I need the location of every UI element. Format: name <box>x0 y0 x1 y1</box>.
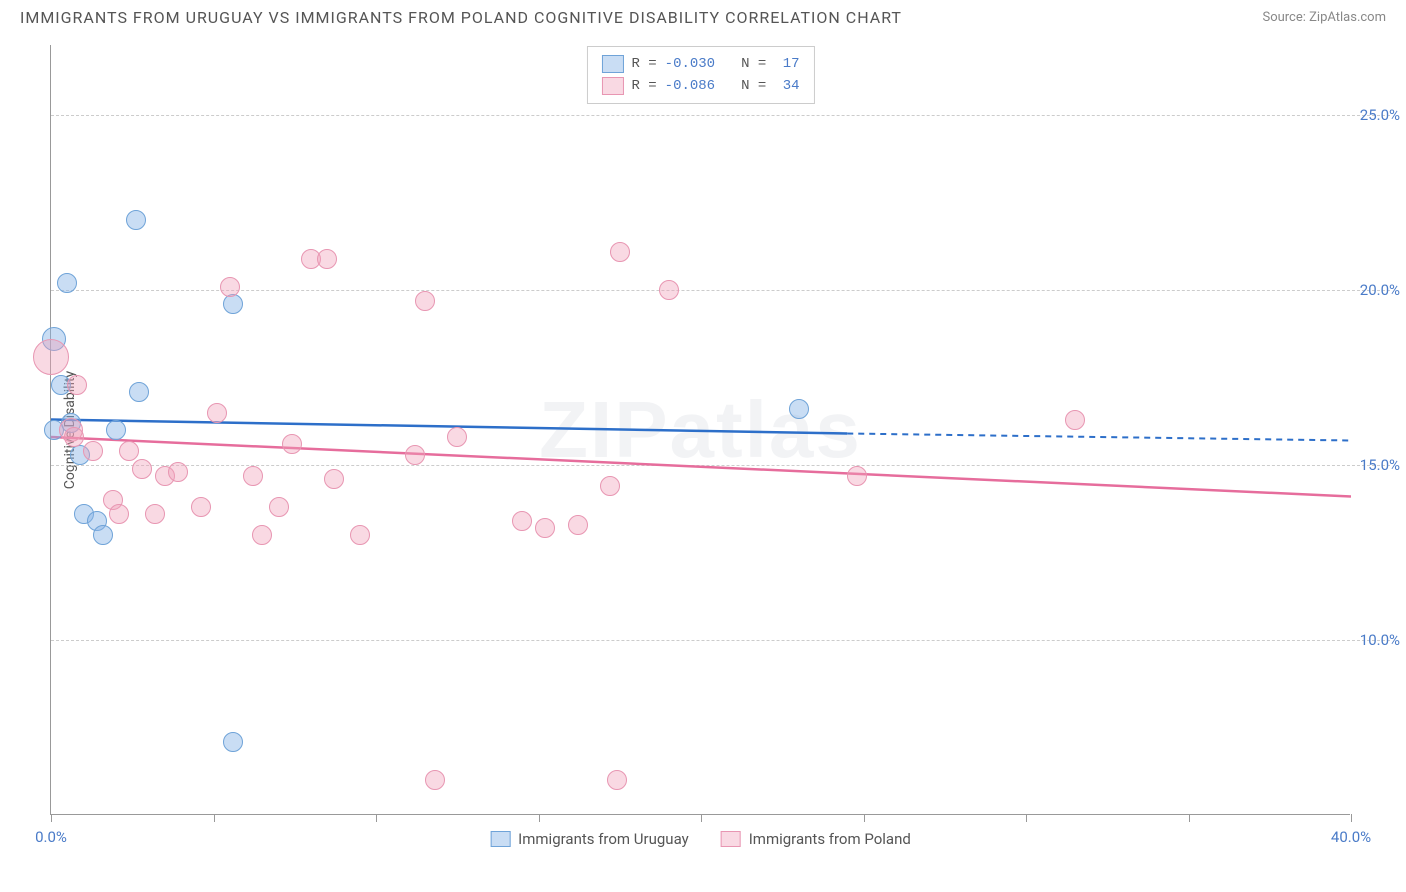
legend-top-row: R = -0.030 N = 17 <box>601 53 799 75</box>
x-tick <box>1026 814 1027 822</box>
data-point <box>129 382 149 402</box>
data-point <box>207 403 227 423</box>
data-point <box>106 420 126 440</box>
data-point <box>64 427 84 447</box>
data-point <box>243 466 263 486</box>
n-value: 17 <box>774 56 799 72</box>
data-point <box>610 242 630 262</box>
x-tick <box>51 814 52 822</box>
legend-bottom-item: Immigrants from Poland <box>721 830 911 848</box>
data-point <box>600 476 620 496</box>
data-point <box>324 469 344 489</box>
legend-top: R = -0.030 N = 17 R = -0.086 N = 34 <box>586 46 814 104</box>
data-point <box>57 273 77 293</box>
legend-label: Immigrants from Uruguay <box>518 830 689 848</box>
x-tick <box>539 814 540 822</box>
data-point <box>847 466 867 486</box>
source-label: Source: ZipAtlas.com <box>1262 10 1386 25</box>
gridline <box>51 290 1390 291</box>
legend-swatch <box>490 831 510 847</box>
data-point <box>119 441 139 461</box>
legend-swatch <box>721 831 741 847</box>
data-point <box>447 427 467 447</box>
data-point <box>405 445 425 465</box>
data-point <box>317 249 337 269</box>
legend-swatch <box>601 55 623 73</box>
x-tick <box>701 814 702 822</box>
legend-top-row: R = -0.086 N = 34 <box>601 75 799 97</box>
legend-label: Immigrants from Poland <box>749 830 911 848</box>
data-point <box>223 294 243 314</box>
x-tick <box>1189 814 1190 822</box>
data-point <box>607 770 627 790</box>
data-point <box>83 441 103 461</box>
chart-title: IMMIGRANTS FROM URUGUAY VS IMMIGRANTS FR… <box>20 8 902 27</box>
data-point <box>252 525 272 545</box>
x-tick-label: 40.0% <box>1331 828 1371 846</box>
x-tick-label: 0.0% <box>35 828 67 846</box>
n-label: N = <box>741 56 766 72</box>
y-tick-label: 25.0% <box>1360 106 1400 124</box>
data-point <box>659 280 679 300</box>
data-point <box>282 434 302 454</box>
data-point <box>191 497 211 517</box>
n-value: 34 <box>774 78 799 94</box>
y-tick-label: 15.0% <box>1360 456 1400 474</box>
data-point <box>425 770 445 790</box>
data-point <box>220 277 240 297</box>
r-value: -0.030 <box>665 56 715 72</box>
data-point <box>223 732 243 752</box>
x-tick <box>864 814 865 822</box>
gridline <box>51 640 1390 641</box>
x-tick <box>214 814 215 822</box>
watermark: ZIPatlas <box>539 384 862 476</box>
data-point <box>415 291 435 311</box>
data-point <box>132 459 152 479</box>
gridline <box>51 115 1390 116</box>
x-tick <box>376 814 377 822</box>
data-point <box>350 525 370 545</box>
data-point <box>1065 410 1085 430</box>
data-point <box>33 339 69 375</box>
data-point <box>168 462 188 482</box>
r-label: R = <box>631 78 656 94</box>
x-tick <box>1351 814 1352 822</box>
r-value: -0.086 <box>665 78 715 94</box>
data-point <box>109 504 129 524</box>
data-point <box>93 525 113 545</box>
trend-lines <box>51 45 1351 815</box>
r-label: R = <box>631 56 656 72</box>
n-label: N = <box>741 78 766 94</box>
data-point <box>269 497 289 517</box>
data-point <box>512 511 532 531</box>
data-point <box>126 210 146 230</box>
legend-swatch <box>601 77 623 95</box>
data-point <box>67 375 87 395</box>
data-point <box>568 515 588 535</box>
data-point <box>145 504 165 524</box>
y-tick-label: 10.0% <box>1360 631 1400 649</box>
chart-container: ZIPatlas Cognitive Disability R =-0.030N… <box>50 45 1390 815</box>
legend-bottom: Immigrants from Uruguay Immigrants from P… <box>490 830 911 848</box>
legend-bottom-item: Immigrants from Uruguay <box>490 830 689 848</box>
data-point <box>789 399 809 419</box>
y-tick-label: 20.0% <box>1360 281 1400 299</box>
plot-area: ZIPatlas Cognitive Disability R =-0.030N… <box>50 45 1350 815</box>
data-point <box>535 518 555 538</box>
